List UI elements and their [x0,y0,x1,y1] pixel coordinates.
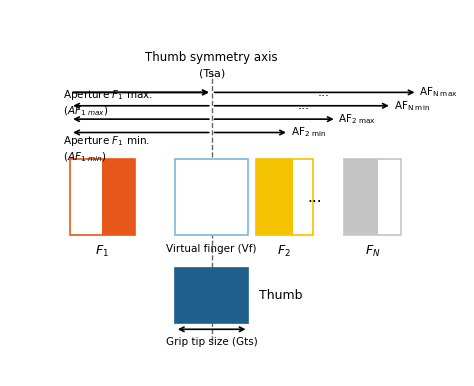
Text: Aperture $F_1$ max.
$(AF_{1\ max})$: Aperture $F_1$ max. $(AF_{1\ max})$ [63,88,153,118]
Text: $\mathregular{AF_{2\ max}}$: $\mathregular{AF_{2\ max}}$ [338,112,376,126]
Bar [70,159,102,235]
Bar [175,268,248,323]
Text: Virtual finger (Vf): Virtual finger (Vf) [166,244,257,254]
Text: (Tsa): (Tsa) [199,69,225,79]
Bar [102,159,135,235]
Bar [344,159,401,235]
Text: $F_2$: $F_2$ [277,244,291,259]
Text: ...: ... [298,99,310,112]
Text: ...: ... [318,86,330,99]
Text: Grip tip size (Gts): Grip tip size (Gts) [166,337,257,347]
Bar [378,159,401,235]
Text: ...: ... [307,190,322,205]
Bar [70,159,135,235]
Text: Aperture $F_1$ min.
$(AF_{1\ min})$: Aperture $F_1$ min. $(AF_{1\ min})$ [63,134,150,164]
Text: $\mathregular{AF_{N\ max}}$: $\mathregular{AF_{N\ max}}$ [419,85,458,99]
Bar [256,159,293,235]
Text: Thumb: Thumb [259,289,303,302]
Bar [256,159,313,235]
Bar [175,159,248,235]
Text: $F_N$: $F_N$ [365,244,380,259]
Text: Thumb symmetry axis: Thumb symmetry axis [146,51,278,64]
Bar [344,159,378,235]
Text: $\mathregular{AF_{N\ min}}$: $\mathregular{AF_{N\ min}}$ [393,99,429,113]
Text: $\mathregular{AF_{2\ min}}$: $\mathregular{AF_{2\ min}}$ [291,125,326,139]
Bar [293,159,313,235]
Text: $F_1$: $F_1$ [95,244,109,259]
